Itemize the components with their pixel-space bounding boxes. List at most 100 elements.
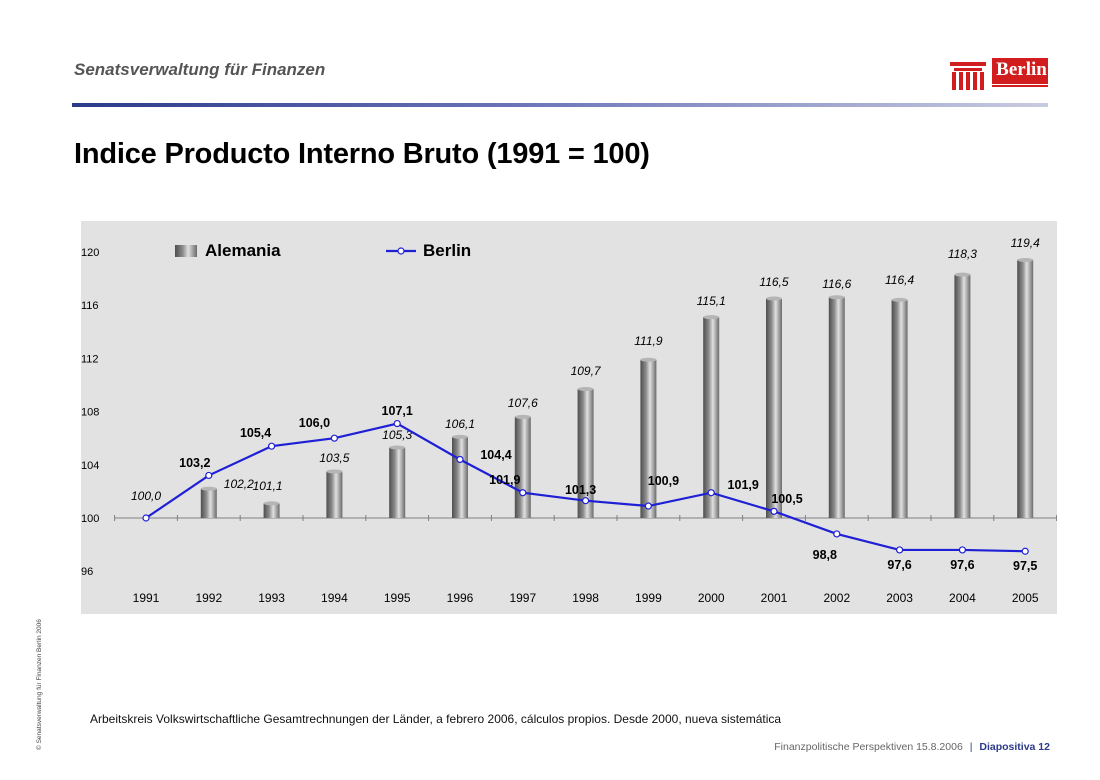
bar-top-cap xyxy=(452,434,468,439)
x-tick-label: 1994 xyxy=(321,591,348,605)
bar-top-cap xyxy=(326,469,343,474)
y-tick-label: 120 xyxy=(81,247,99,259)
bar-alemania xyxy=(514,416,531,518)
department-title: Senatsverwaltung für Finanzen xyxy=(74,60,326,79)
footnote: Arbeitskreis Volkswirtschaftliche Gesamt… xyxy=(90,712,782,726)
bar-alemania xyxy=(263,503,280,518)
x-tick-label: 1999 xyxy=(635,591,662,605)
bar-top-cap xyxy=(828,295,845,300)
bar-value-label: 103,5 xyxy=(319,451,349,465)
x-tick-label: 2002 xyxy=(823,591,850,605)
bar-top-cap xyxy=(703,315,720,320)
bar-top-cap xyxy=(766,296,782,301)
bar-value-label: 102,2 xyxy=(224,477,254,491)
line-value-label: 100,5 xyxy=(771,492,802,506)
line-value-label: 104,4 xyxy=(480,448,511,462)
footer: Finanzpolitische Perspektiven 15.8.2006 … xyxy=(774,741,1050,753)
marker-berlin xyxy=(770,507,778,515)
line-value-label: 107,1 xyxy=(382,404,413,418)
berlin-logo xyxy=(950,58,1048,90)
x-tick-label: 2004 xyxy=(949,591,976,605)
line-value-label: 100,9 xyxy=(648,474,679,488)
bar-top-cap xyxy=(263,501,280,506)
line-value-label: 103,2 xyxy=(179,456,210,470)
line-value-label: 101,9 xyxy=(489,473,520,487)
marker-berlin xyxy=(958,546,967,554)
line-value-label: 101,3 xyxy=(565,483,596,497)
bar-alemania xyxy=(828,297,845,518)
x-tick-label: 1995 xyxy=(384,591,411,605)
x-tick-label: 2000 xyxy=(698,591,725,605)
y-tick-label: 96 xyxy=(81,566,93,578)
x-tick-label: 2001 xyxy=(761,591,788,605)
footer-presentation: Finanzpolitische Perspektiven 15.8.2006 xyxy=(774,741,963,753)
header-rule xyxy=(72,103,1048,107)
x-tick-label: 2005 xyxy=(1012,591,1039,605)
y-tick-label: 116 xyxy=(81,300,99,312)
bar-value-label: 101,1 xyxy=(253,479,283,493)
marker-berlin xyxy=(833,530,841,538)
y-tick-label: 108 xyxy=(81,407,99,419)
marker-berlin xyxy=(330,434,338,442)
bar-top-cap xyxy=(1017,257,1034,262)
x-tick-label: 1998 xyxy=(572,591,599,605)
bar-value-label: 115,1 xyxy=(697,294,726,308)
footer-separator: | xyxy=(969,741,973,753)
bar-alemania xyxy=(766,298,782,518)
line-value-label: 98,8 xyxy=(813,548,837,562)
bar-value-label: 116,4 xyxy=(885,273,914,287)
bar-value-label: 118,3 xyxy=(948,247,977,261)
marker-berlin xyxy=(456,455,464,464)
bar-value-label: 116,5 xyxy=(759,275,788,289)
marker-berlin xyxy=(519,489,527,497)
marker-berlin xyxy=(205,471,213,480)
x-tick-label: 1991 xyxy=(133,591,160,605)
y-tick-label: 112 xyxy=(81,353,99,365)
bar-top-cap xyxy=(640,357,657,362)
x-tick-label: 1992 xyxy=(195,591,222,605)
bar-alemania xyxy=(954,274,971,518)
line-value-label: 106,0 xyxy=(299,416,330,430)
logo-text: Berlin xyxy=(996,59,1047,80)
gdp-index-chart: 96 100 104 108 112 116 120 1991 1992 1993 1994 199… xyxy=(81,221,1057,614)
line-value-label: 105,4 xyxy=(240,426,271,440)
bar-alemania xyxy=(703,317,720,518)
bar-alemania xyxy=(200,488,217,518)
bar-top-cap xyxy=(891,297,908,302)
x-tick-label: 1993 xyxy=(258,591,285,605)
bar-top-cap xyxy=(200,486,217,491)
bar-alemania xyxy=(640,359,657,518)
bar-value-label: 105,3 xyxy=(382,428,412,442)
bar-value-label: 109,7 xyxy=(571,364,602,378)
marker-berlin xyxy=(895,546,904,554)
bar-alemania xyxy=(1017,259,1034,518)
bar-alemania xyxy=(577,388,594,518)
marker-berlin xyxy=(707,489,715,497)
line-value-label: 97,5 xyxy=(1013,559,1037,573)
line-value-label: 101,9 xyxy=(728,478,759,492)
legend-label-berlin: Berlin xyxy=(423,241,471,260)
marker-berlin xyxy=(142,514,150,522)
bar-value-label: 100,0 xyxy=(131,489,161,503)
marker-berlin xyxy=(644,502,653,510)
bar-alemania xyxy=(891,299,908,518)
y-tick-label: 100 xyxy=(81,513,99,525)
bar-top-cap xyxy=(577,386,594,391)
side-copyright: © Senatsverwaltung für Finanzen Berlin 2… xyxy=(36,619,43,750)
marker-berlin xyxy=(582,497,590,505)
marker-berlin xyxy=(393,419,401,428)
bar-value-label: 106,1 xyxy=(445,417,475,431)
bar-value-label: 119,4 xyxy=(1011,236,1040,250)
marker-berlin xyxy=(1021,547,1029,555)
line-value-label: 97,6 xyxy=(887,558,911,572)
marker-berlin xyxy=(268,442,276,450)
x-tick-label: 1996 xyxy=(447,591,474,605)
footer-slide-number: Diapositiva 12 xyxy=(979,741,1050,753)
bar-value-label: 111,9 xyxy=(634,334,663,348)
bar-value-label: 107,6 xyxy=(508,396,538,410)
legend-swatch-alemania xyxy=(175,245,197,257)
x-tick-label: 2003 xyxy=(886,591,913,605)
bar-alemania xyxy=(452,436,468,518)
legend-label-alemania: Alemania xyxy=(205,241,281,260)
y-tick-label: 104 xyxy=(81,460,99,472)
